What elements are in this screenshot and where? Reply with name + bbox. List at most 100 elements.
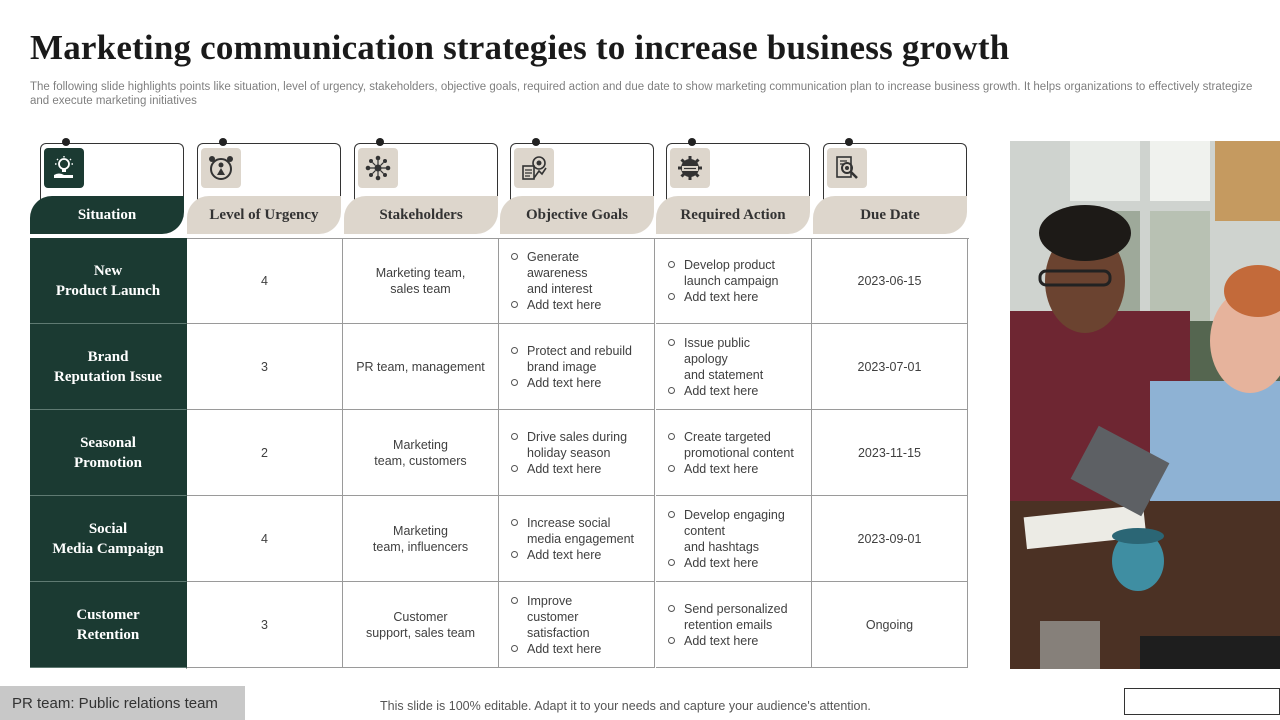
column-header-label: Level of Urgency (187, 196, 341, 234)
alarm-clock-person-icon (201, 148, 241, 188)
header-frame (354, 143, 498, 211)
due-date-cell-text: 2023-07-01 (857, 359, 922, 374)
bullet-item: Add text here (509, 461, 627, 477)
page-subtitle: The following slide highlights points li… (30, 81, 1253, 107)
meeting-photo (1010, 141, 1280, 669)
column-header-label: Stakeholders (344, 196, 498, 234)
bullet-item: Drive sales during holiday season (509, 429, 627, 461)
bullet-item: Add text here (509, 297, 601, 313)
goals-cell: Protect and rebuild brand image Add text … (499, 324, 655, 410)
bullet-item: Add text here (666, 555, 785, 571)
bullet-item: Issue public apology and statement (666, 335, 763, 383)
table-row: Social Media Campaign 4 Marketing team, in… (30, 496, 969, 582)
bullet-item: Send personalized retention emails (666, 601, 788, 633)
bullet-item: Increase social media engagement (509, 515, 634, 547)
bullet-item: Protect and rebuild brand image (509, 343, 632, 375)
actions-cell: Develop engaging content and hashtags Add… (656, 496, 812, 582)
urgency-cell: 2 (187, 410, 343, 496)
header-dot (532, 138, 540, 146)
due-date-cell: Ongoing (812, 582, 968, 668)
header-frame (823, 143, 967, 211)
due-date-cell-text: 2023-09-01 (857, 531, 922, 546)
goals-cell: Improve customer satisfaction Add text he… (499, 582, 655, 668)
network-people-icon (358, 148, 398, 188)
column-header-label: Objective Goals (500, 196, 654, 234)
column-header-level-of-urgency: Level of Urgency (187, 138, 343, 238)
situation-cell: Social Media Campaign (30, 496, 187, 582)
column-header-label: Situation (30, 196, 184, 234)
situation-cell: Customer Retention (30, 582, 187, 668)
stakeholders-cell: Marketing team, customers (343, 410, 499, 496)
goals-cell: Drive sales during holiday season Add tex… (499, 410, 655, 496)
table-row: Brand Reputation Issue 3 PR team, manageme… (30, 324, 969, 410)
bullet-item: Develop engaging content and hashtags (666, 507, 785, 555)
due-date-cell: 2023-11-15 (812, 410, 968, 496)
column-header-situation: Situation (30, 138, 186, 238)
header-frame (510, 143, 654, 211)
search-document-icon (827, 148, 867, 188)
bullet-item: Add text here (666, 383, 763, 399)
column-header-objective-goals: Objective Goals (500, 138, 656, 238)
urgency-cell: 4 (187, 496, 343, 582)
due-date-cell: 2023-06-15 (812, 238, 968, 324)
bullet-item: Improve customer satisfaction (509, 593, 601, 641)
target-chart-icon (514, 148, 554, 188)
column-header-label: Required Action (656, 196, 810, 234)
urgency-cell: 3 (187, 582, 343, 668)
situation-cell-text: Social Media Campaign (52, 520, 164, 557)
stakeholders-cell: Marketing team, sales team (343, 238, 499, 324)
situation-cell-text: New Product Launch (55, 262, 161, 299)
bullet-item: Add text here (666, 289, 779, 305)
stakeholders-cell: Marketing team, influencers (343, 496, 499, 582)
bullet-item: Add text here (509, 547, 634, 563)
header-dot (219, 138, 227, 146)
actions-cell: Send personalized retention emails Add te… (656, 582, 812, 668)
situation-cell-text: Seasonal Promotion (73, 434, 143, 471)
bullet-item: Create targeted promotional content (666, 429, 794, 461)
table-row: New Product Launch 4 Marketing team, sales… (30, 238, 969, 324)
stakeholders-cell: Customer support, sales team (343, 582, 499, 668)
bullet-item: Develop product launch campaign (666, 257, 779, 289)
stakeholders-cell: PR team, management (343, 324, 499, 410)
due-date-cell: 2023-07-01 (812, 324, 968, 410)
table-row: Seasonal Promotion 2 Marketing team, custo… (30, 410, 969, 496)
column-header-required-action: Required Action (656, 138, 812, 238)
due-date-cell-text: 2023-06-15 (857, 273, 922, 288)
bullet-item: Add text here (509, 641, 601, 657)
actions-cell: Issue public apology and statement Add te… (656, 324, 812, 410)
urgency-cell-text: 4 (261, 531, 268, 546)
header-frame (666, 143, 810, 211)
header-dot (688, 138, 696, 146)
stakeholders-cell-text: Marketing team, influencers (372, 523, 469, 554)
stakeholders-cell-text: PR team, management (356, 359, 485, 374)
header-dot (845, 138, 853, 146)
column-header-label: Due Date (813, 196, 967, 234)
header-dot (62, 138, 70, 146)
goals-cell: Increase social media engagement Add text… (499, 496, 655, 582)
actions-cell: Create targeted promotional content Add t… (656, 410, 812, 496)
grid-top-border (186, 238, 969, 239)
lightbulb-hand-icon (44, 148, 84, 188)
due-date-cell-text: Ongoing (865, 617, 914, 632)
header-frame (197, 143, 341, 211)
actions-cell: Develop product launch campaign Add text … (656, 238, 812, 324)
bullet-item: Add text here (666, 633, 788, 649)
bullet-item: Generate awareness and interest (509, 249, 601, 297)
bullet-item: Add text here (509, 375, 632, 391)
column-header-stakeholders: Stakeholders (344, 138, 500, 238)
goals-cell: Generate awareness and interest Add text … (499, 238, 655, 324)
page-title: Marketing communication strategies to in… (30, 28, 1010, 67)
bullet-item: Add text here (666, 461, 794, 477)
urgency-cell: 3 (187, 324, 343, 410)
due-date-cell-text: 2023-11-15 (857, 445, 921, 460)
situation-cell: New Product Launch (30, 238, 187, 324)
situation-cell: Brand Reputation Issue (30, 324, 187, 410)
urgency-cell-text: 4 (261, 273, 268, 288)
footer-note: This slide is 100% editable. Adapt it to… (380, 699, 871, 713)
header-dot (376, 138, 384, 146)
table-row: Customer Retention 3 Customer support, sal… (30, 582, 969, 668)
urgency-cell: 4 (187, 238, 343, 324)
footnote: PR team: Public relations team (0, 686, 245, 720)
due-date-cell: 2023-09-01 (812, 496, 968, 582)
header-frame (40, 143, 184, 211)
